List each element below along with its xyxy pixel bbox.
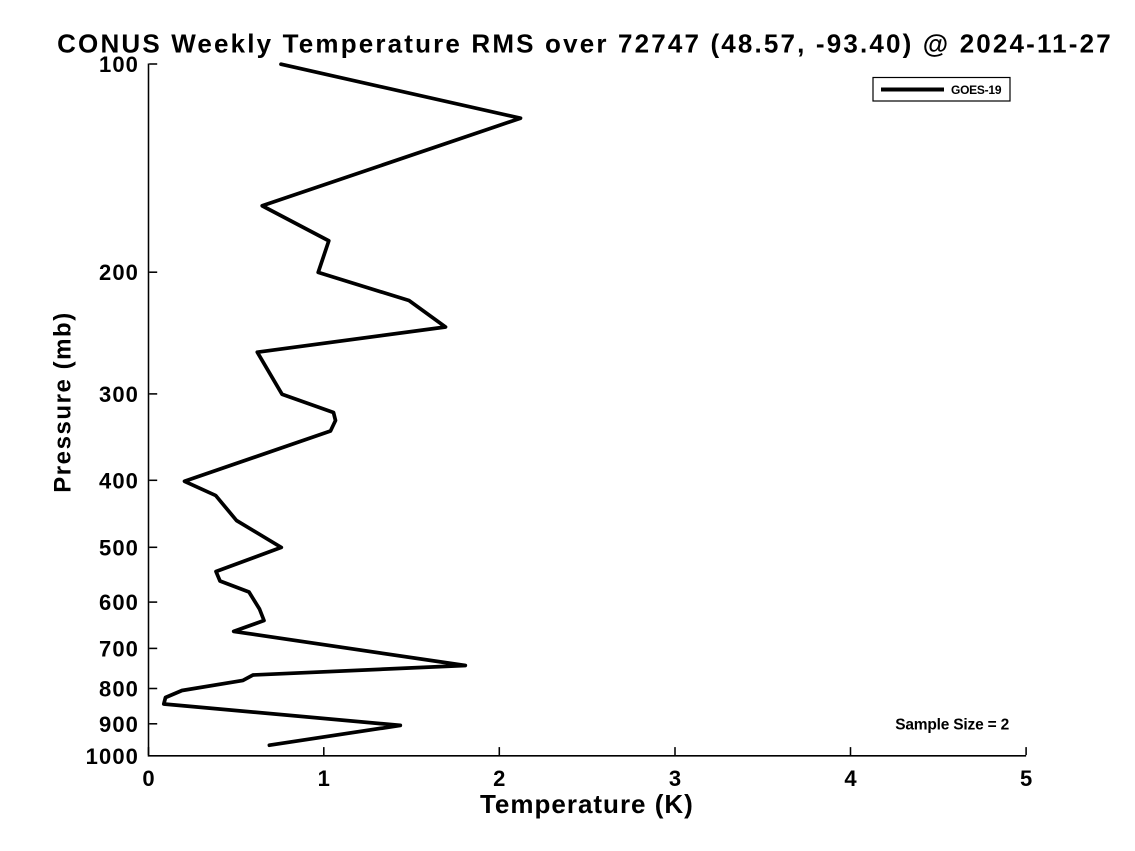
svg-text:Pressure (mb): Pressure (mb) [50,311,77,493]
svg-text:600: 600 [99,590,139,615]
svg-text:CONUS Weekly Temperature RMS o: CONUS Weekly Temperature RMS over 72747 … [57,29,1113,59]
svg-text:800: 800 [99,677,139,702]
svg-text:1000: 1000 [86,744,139,769]
svg-text:1: 1 [318,766,330,791]
svg-text:4: 4 [844,766,857,791]
svg-text:500: 500 [99,535,139,560]
svg-text:0: 0 [142,766,154,791]
svg-text:Sample Size = 2: Sample Size = 2 [895,717,1009,734]
svg-text:700: 700 [99,636,139,661]
svg-text:300: 300 [99,382,139,407]
svg-text:100: 100 [99,52,139,77]
svg-text:Temperature (K): Temperature (K) [480,789,694,819]
svg-text:3: 3 [669,766,681,791]
svg-text:5: 5 [1020,766,1032,791]
svg-text:GOES-19: GOES-19 [951,83,1002,97]
svg-text:200: 200 [99,260,139,285]
svg-text:900: 900 [99,712,139,737]
svg-text:2: 2 [493,766,505,791]
svg-text:400: 400 [99,468,139,493]
